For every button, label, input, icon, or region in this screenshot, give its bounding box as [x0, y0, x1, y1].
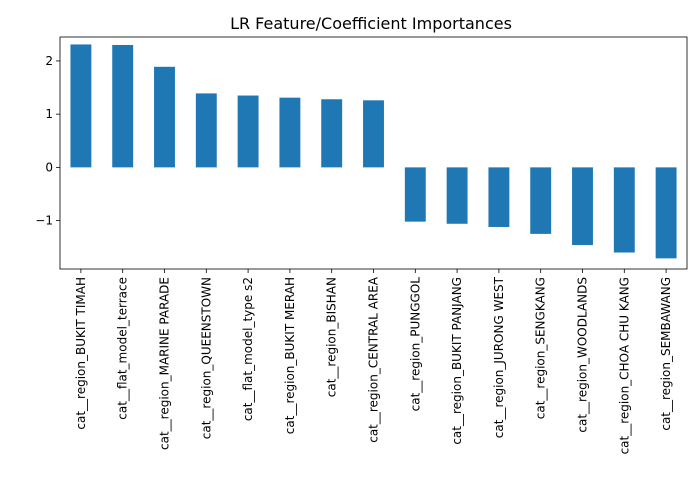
- bar-11: [530, 167, 552, 234]
- bar-14: [655, 167, 677, 259]
- x-tick-label-0: cat__region_BUKIT TIMAH: [74, 277, 88, 430]
- y-tick-label-2: 1: [45, 107, 53, 121]
- bar-7: [363, 100, 384, 168]
- bar-1: [112, 44, 134, 168]
- bar-8: [404, 167, 426, 222]
- plot-frame: [59, 36, 688, 270]
- x-tick-label-14: cat__region_SEMBAWANG: [659, 277, 673, 431]
- x-tick-label-5: cat__region_BUKIT MERAH: [283, 277, 297, 434]
- bar-9: [446, 167, 468, 224]
- x-tick-label-2: cat__region_MARINE PARADE: [158, 277, 172, 450]
- bars-group: [70, 44, 677, 259]
- y-tick-label-0: −1: [35, 214, 53, 228]
- bar-4: [237, 95, 259, 168]
- x-tick-label-3: cat__region_QUEENSTOWN: [199, 277, 213, 439]
- bar-3: [195, 93, 217, 168]
- x-tick-label-11: cat__region_SENGKANG: [534, 277, 548, 419]
- x-tick-label-4: cat__flat_model_type s2: [241, 277, 255, 421]
- bar-2: [154, 66, 175, 168]
- x-tick-label-10: cat__region_JURONG WEST: [492, 276, 506, 438]
- bar-6: [321, 99, 343, 168]
- y-tick-label-1: 0: [45, 160, 53, 174]
- x-tick-label-13: cat__region_CHOA CHU KANG: [617, 277, 631, 454]
- chart-title: LR Feature/Coefficient Importances: [230, 14, 512, 33]
- bar-12: [572, 167, 593, 246]
- x-tick-label-1: cat__flat_model_terrace: [116, 277, 130, 420]
- x-tick-label-12: cat__region_WOODLANDS: [576, 277, 590, 433]
- x-tick-label-7: cat__region_CENTRAL AREA: [367, 276, 381, 443]
- bar-10: [488, 167, 510, 227]
- bar-5: [279, 97, 301, 168]
- y-axis: −1 0 1 2: [35, 54, 60, 228]
- bar-0: [70, 44, 92, 168]
- x-tick-label-6: cat__region_BISHAN: [325, 277, 339, 397]
- y-tick-label-3: 2: [45, 54, 53, 68]
- x-axis: cat__region_BUKIT TIMAH cat__flat_model_t…: [74, 269, 673, 454]
- x-tick-label-9: cat__region_BUKIT PANJANG: [450, 277, 464, 445]
- x-tick-label-8: cat__region_PUNGGOL: [408, 277, 422, 412]
- bar-13: [613, 167, 635, 253]
